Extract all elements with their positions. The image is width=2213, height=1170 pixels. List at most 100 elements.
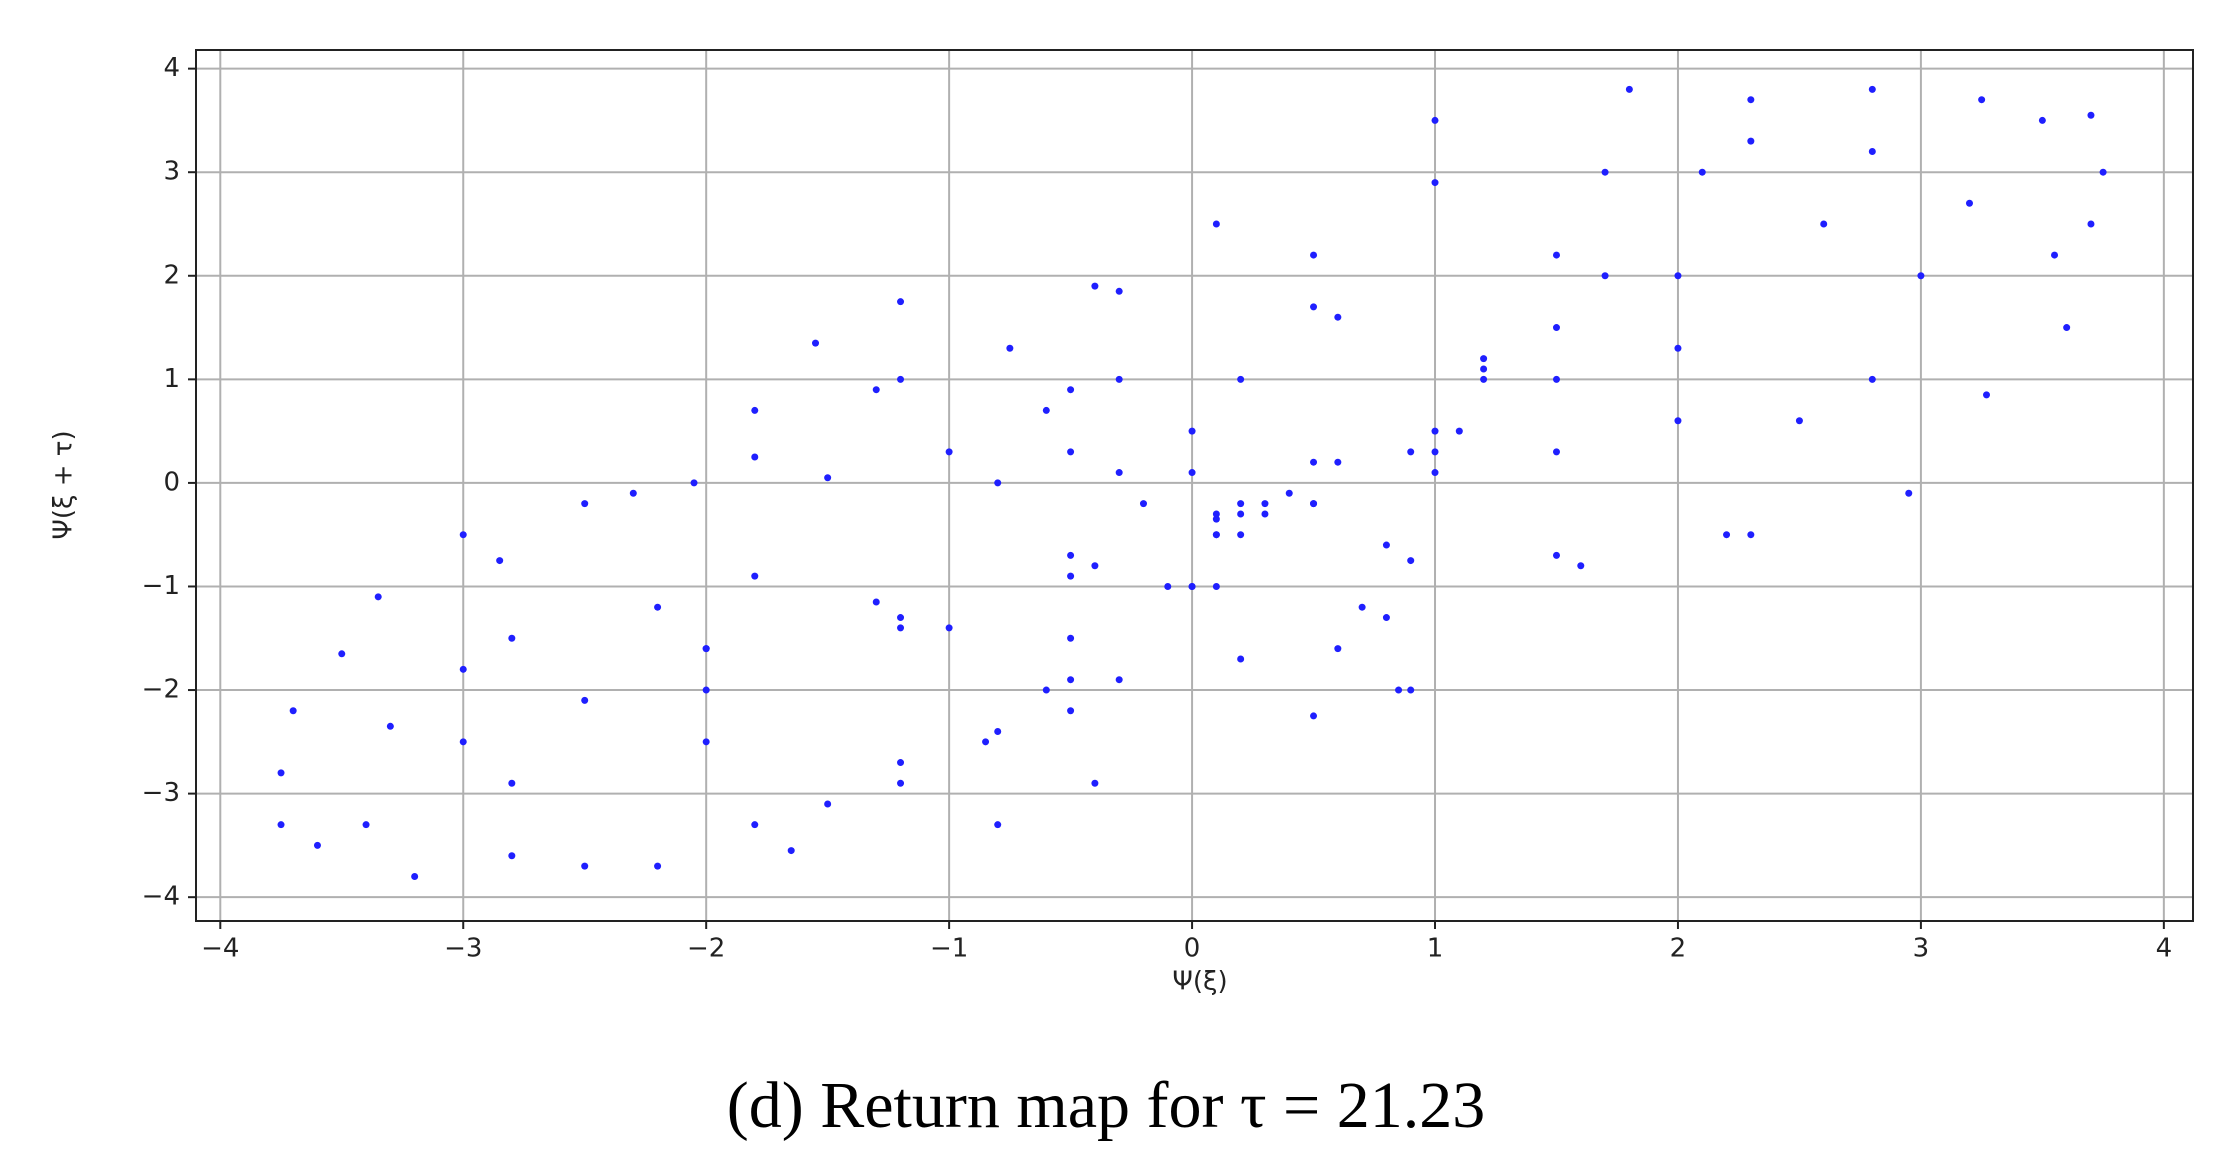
point	[1067, 634, 1075, 642]
point	[1067, 448, 1075, 456]
point	[1601, 168, 1609, 176]
y-tick-label: 3	[163, 157, 180, 187]
point	[897, 779, 905, 787]
y-tick-label: 1	[163, 364, 180, 394]
point	[1552, 448, 1560, 456]
point	[1978, 96, 1986, 104]
point	[1747, 531, 1755, 539]
point	[386, 722, 394, 730]
point	[1212, 531, 1220, 539]
point	[1820, 220, 1828, 228]
point	[1965, 199, 1973, 207]
point	[362, 821, 370, 829]
point	[2087, 220, 2095, 228]
point	[277, 769, 285, 777]
point	[1115, 469, 1123, 477]
point	[824, 800, 832, 808]
x-tick-label: −1	[930, 934, 968, 964]
point	[629, 489, 637, 497]
point	[508, 779, 516, 787]
point	[1212, 220, 1220, 228]
point	[1334, 645, 1342, 653]
point	[1310, 458, 1318, 466]
point	[1006, 344, 1014, 352]
point	[1480, 355, 1488, 363]
point	[1188, 469, 1196, 477]
point	[751, 453, 759, 461]
point	[1067, 386, 1075, 394]
point	[581, 862, 589, 870]
y-axis-label: Ψ(ξ + τ)	[49, 430, 79, 539]
point	[1431, 448, 1439, 456]
point	[812, 339, 820, 347]
caption: (d) Return map for τ = 21.23	[727, 1069, 1485, 1142]
point	[2087, 111, 2095, 119]
point	[1042, 406, 1050, 414]
plot-frame	[195, 49, 2194, 922]
point	[1552, 324, 1560, 332]
point	[2051, 251, 2059, 259]
point	[1868, 85, 1876, 93]
point	[1212, 582, 1220, 590]
point	[1601, 272, 1609, 280]
point	[994, 479, 1002, 487]
point	[945, 448, 953, 456]
point	[1212, 510, 1220, 518]
point	[994, 821, 1002, 829]
point	[872, 598, 880, 606]
point	[1905, 489, 1913, 497]
point	[1310, 251, 1318, 259]
point	[897, 759, 905, 767]
x-tick-label: −4	[201, 934, 239, 964]
point	[1431, 179, 1439, 187]
x-tick-label: −2	[687, 934, 725, 964]
point	[313, 841, 321, 849]
point	[1382, 541, 1390, 549]
point	[1407, 686, 1415, 694]
point	[1310, 500, 1318, 508]
point	[1237, 531, 1245, 539]
point	[1552, 551, 1560, 559]
point	[751, 406, 759, 414]
point	[1164, 582, 1172, 590]
point	[1431, 469, 1439, 477]
x-tick-label: 1	[1427, 934, 1444, 964]
point	[1982, 391, 1990, 399]
point	[654, 603, 662, 611]
point	[1917, 272, 1925, 280]
point	[1431, 116, 1439, 124]
point	[1698, 168, 1706, 176]
point	[1091, 282, 1099, 290]
point	[1237, 510, 1245, 518]
point	[1334, 313, 1342, 321]
point	[508, 634, 516, 642]
point	[897, 624, 905, 632]
point	[1261, 510, 1269, 518]
point	[751, 572, 759, 580]
point	[1188, 582, 1196, 590]
point	[945, 624, 953, 632]
point	[1407, 557, 1415, 565]
point	[1261, 500, 1269, 508]
point	[581, 696, 589, 704]
point	[459, 738, 467, 746]
point	[702, 645, 710, 653]
point	[1091, 779, 1099, 787]
point	[1480, 375, 1488, 383]
point	[1625, 85, 1633, 93]
point	[1674, 272, 1682, 280]
point	[1237, 500, 1245, 508]
point	[1868, 147, 1876, 155]
point	[1212, 515, 1220, 523]
point	[824, 474, 832, 482]
point	[1358, 603, 1366, 611]
point	[1455, 427, 1463, 435]
point	[459, 531, 467, 539]
point	[459, 665, 467, 673]
point	[872, 386, 880, 394]
point	[690, 479, 698, 487]
point	[1091, 562, 1099, 570]
point	[1188, 427, 1196, 435]
y-tick-label: −3	[142, 778, 180, 808]
x-axis-label: Ψ(ξ)	[1172, 967, 1227, 997]
